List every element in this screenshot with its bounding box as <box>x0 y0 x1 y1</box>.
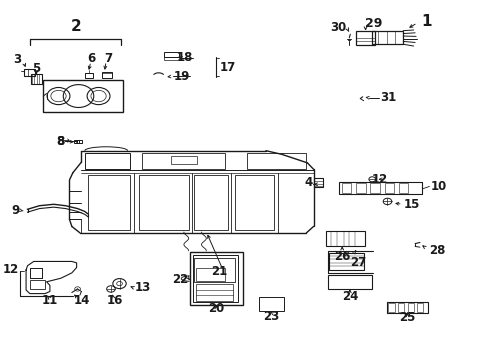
Bar <box>325 231 364 246</box>
Text: 20: 20 <box>208 302 224 315</box>
Bar <box>24 69 35 76</box>
Text: 5: 5 <box>32 62 41 75</box>
Bar <box>138 175 188 230</box>
Bar <box>43 80 123 112</box>
Bar <box>31 74 41 84</box>
Bar <box>371 31 403 44</box>
Text: 16: 16 <box>106 294 122 307</box>
Bar <box>355 31 374 45</box>
Text: 2: 2 <box>70 19 81 34</box>
Text: 15: 15 <box>404 198 420 211</box>
Text: 25: 25 <box>399 311 415 324</box>
Bar <box>102 72 112 78</box>
Bar <box>313 178 323 187</box>
Text: 8: 8 <box>56 135 64 148</box>
Text: 11: 11 <box>41 294 58 307</box>
Bar <box>88 175 130 230</box>
Bar <box>384 183 393 193</box>
Bar <box>341 183 350 193</box>
Bar <box>170 156 196 164</box>
Text: 9: 9 <box>11 204 20 217</box>
Bar <box>246 153 306 169</box>
Bar <box>74 140 79 143</box>
Bar <box>258 297 283 311</box>
Bar <box>194 257 234 282</box>
Text: 1: 1 <box>421 14 431 28</box>
Bar <box>164 58 178 60</box>
Text: 29: 29 <box>365 17 382 30</box>
Bar <box>195 284 232 301</box>
Text: 14: 14 <box>73 294 89 307</box>
Text: 27: 27 <box>349 256 366 269</box>
Bar <box>369 183 379 193</box>
Bar <box>193 255 238 302</box>
Text: 7: 7 <box>104 52 112 65</box>
Bar <box>387 303 394 312</box>
Bar <box>77 140 82 143</box>
Bar <box>84 73 93 78</box>
Text: 21: 21 <box>211 265 227 278</box>
Bar <box>407 303 413 312</box>
Text: 6: 6 <box>87 52 96 65</box>
Bar <box>164 53 178 58</box>
Text: 13: 13 <box>135 282 151 294</box>
Bar <box>194 175 227 230</box>
Text: 23: 23 <box>263 310 279 323</box>
Bar <box>30 280 45 289</box>
Text: 31: 31 <box>380 91 396 104</box>
Bar <box>338 182 422 194</box>
Bar <box>234 175 273 230</box>
Text: 17: 17 <box>219 60 235 73</box>
Text: 30: 30 <box>329 21 346 33</box>
Bar <box>416 303 423 312</box>
Bar <box>195 268 225 281</box>
Text: 12: 12 <box>3 263 20 276</box>
Text: 3: 3 <box>13 53 21 66</box>
Bar <box>355 183 365 193</box>
Bar <box>189 252 243 305</box>
Bar <box>142 153 225 169</box>
Text: 22: 22 <box>172 273 188 286</box>
Text: 26: 26 <box>333 250 350 263</box>
Bar <box>30 267 41 278</box>
Text: 4: 4 <box>304 176 312 189</box>
Text: 24: 24 <box>341 289 357 303</box>
Text: 8: 8 <box>56 135 64 148</box>
Text: 12: 12 <box>370 173 386 186</box>
Text: →: → <box>61 136 70 147</box>
Bar <box>386 302 427 313</box>
Bar <box>397 303 404 312</box>
Bar <box>398 183 407 193</box>
Bar <box>84 153 130 169</box>
Text: 28: 28 <box>428 244 445 257</box>
Text: 18: 18 <box>176 51 193 64</box>
Bar <box>327 275 371 289</box>
Text: 19: 19 <box>173 70 189 83</box>
Text: 10: 10 <box>429 180 446 193</box>
Bar <box>328 253 363 270</box>
Bar <box>30 267 41 278</box>
